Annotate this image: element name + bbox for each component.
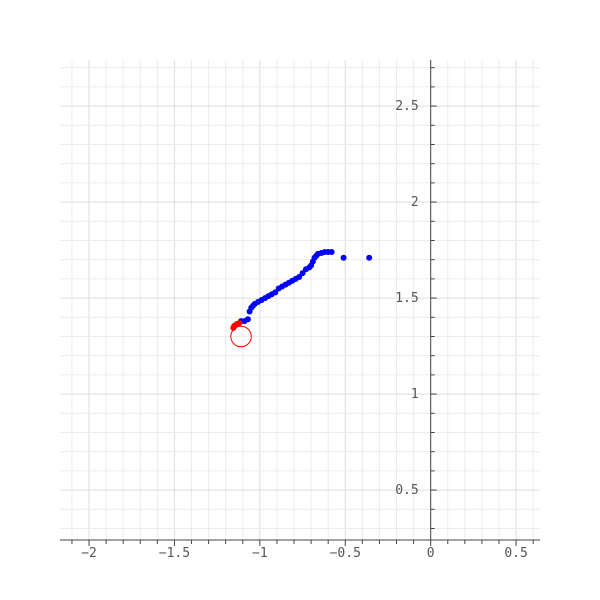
x-tick-label: −1.5 [159, 546, 190, 561]
data-point [302, 266, 309, 273]
x-tick-label: 0 [427, 546, 435, 561]
y-tick-label: 2.5 [395, 99, 418, 114]
data-point [366, 254, 373, 261]
data-point [340, 254, 347, 261]
data-point [275, 285, 282, 292]
data-point [230, 324, 237, 331]
annotations [230, 325, 252, 348]
x-tick-label: 0.5 [504, 546, 527, 561]
x-tick-label: −1 [252, 546, 268, 561]
data-point [299, 270, 306, 277]
y-tick-label: 2 [411, 195, 419, 210]
axes [60, 60, 540, 546]
y-tick-label: 1 [411, 387, 419, 402]
axis-ticks: −2 −1.5 −1 −0.5 0 0.5 0.5 1 1.5 2 2.5 [81, 99, 528, 561]
grid [60, 60, 540, 540]
x-tick-label: −2 [81, 546, 97, 561]
data-point [246, 308, 253, 315]
annotation-circle [230, 325, 252, 348]
y-tick-label: 1.5 [395, 291, 418, 306]
data-points [230, 249, 373, 331]
y-tick-label: 0.5 [395, 483, 418, 498]
plot-area [60, 60, 540, 540]
x-tick-label: −0.5 [330, 546, 361, 561]
